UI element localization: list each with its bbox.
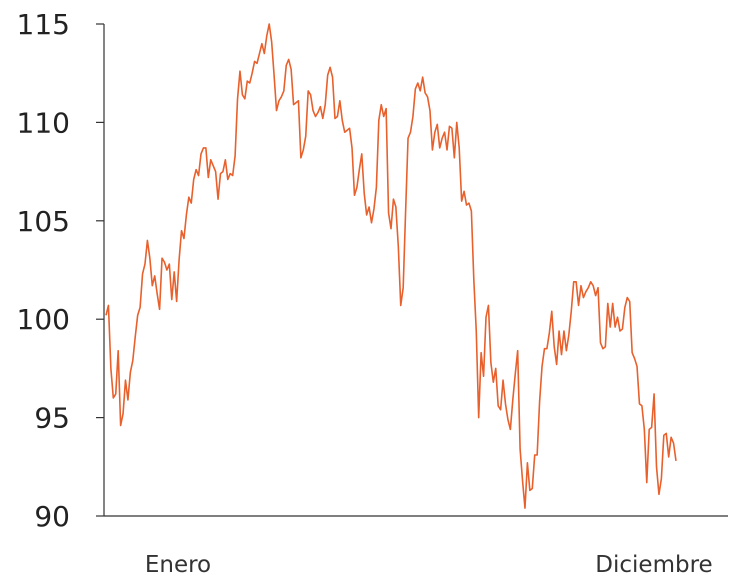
y-tick-label: 115 <box>17 8 70 41</box>
y-tick-label: 110 <box>17 106 70 139</box>
y-axis-ticks: 90 95 100 105 110 115 <box>17 8 104 533</box>
x-tick-label: Diciembre <box>595 552 712 578</box>
x-axis-tick-labels: Enero Diciembre <box>145 552 713 578</box>
y-tick-label: 105 <box>17 205 70 238</box>
y-tick-label: 90 <box>34 500 70 533</box>
x-tick-label: Enero <box>145 552 211 578</box>
data-series-line <box>105 23 677 509</box>
y-tick-label: 100 <box>17 303 70 336</box>
y-tick-label: 95 <box>34 402 70 435</box>
